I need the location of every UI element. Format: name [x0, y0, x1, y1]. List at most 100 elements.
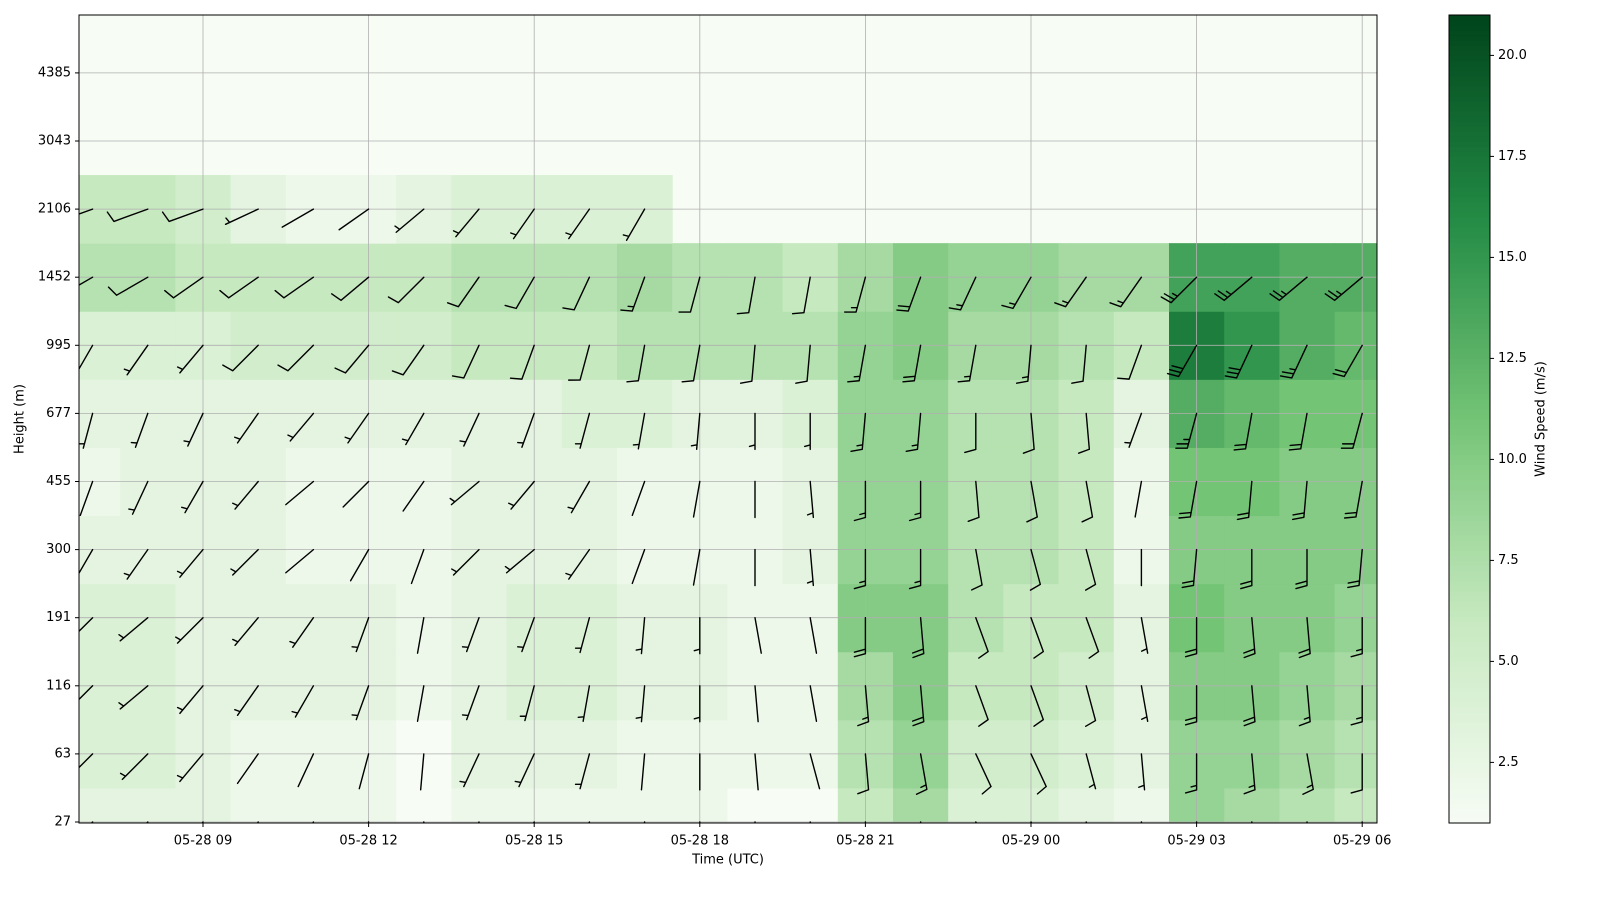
wind-barb [754, 685, 759, 723]
colorbar-tick-label: 17.5 [1498, 149, 1527, 164]
wind-barb [79, 276, 94, 286]
wind-barb [106, 208, 149, 223]
wind-barb [508, 480, 535, 510]
wind-barb [1347, 548, 1363, 589]
wind-barb [349, 548, 370, 582]
colorbar-swatch [1449, 196, 1490, 203]
heatmap-cell [782, 787, 839, 823]
wind-barb [754, 753, 759, 791]
colorbar-swatch [1449, 802, 1490, 809]
colorbar-swatch [1449, 171, 1490, 178]
wind-barb [1109, 276, 1143, 308]
colorbar-swatch [1449, 459, 1490, 466]
wind-barb [1288, 412, 1308, 451]
wind-barb [222, 344, 259, 372]
wind-barb [635, 685, 646, 723]
colorbar-swatch [1449, 85, 1490, 92]
colorbar-swatch [1449, 807, 1490, 814]
wind-barb [1140, 821, 1143, 823]
wind-barb [1124, 412, 1143, 448]
colorbar-swatch [1449, 232, 1490, 238]
colorbar-swatch [1449, 161, 1490, 168]
colorbar-swatch [1449, 50, 1490, 56]
wind-barb [504, 276, 535, 310]
colorbar-swatch [1449, 615, 1490, 622]
colorbar-swatch [1449, 419, 1490, 425]
colorbar-swatch [1449, 535, 1490, 541]
wind-barb [739, 344, 756, 384]
colorbar-swatch [1449, 353, 1490, 359]
wind-barb [416, 617, 425, 654]
wind-barb [119, 753, 149, 781]
wind-barb [574, 617, 591, 654]
heatmap-cell [893, 787, 949, 823]
wind-barb [850, 412, 867, 452]
colorbar-swatch [1449, 105, 1490, 112]
colorbar-swatch [1449, 141, 1490, 147]
colorbar-swatch [1449, 636, 1490, 642]
heatmap-cell [561, 787, 618, 823]
colorbar-swatch [1449, 348, 1490, 354]
wind-barb [804, 412, 811, 451]
wind-barb [459, 753, 480, 788]
wind-barb [274, 276, 315, 299]
colorbar-swatch [1449, 312, 1490, 319]
colorbar-swatch [1449, 247, 1490, 253]
colorbar-swatch [1449, 610, 1490, 617]
colorbar-swatch [1449, 110, 1490, 117]
wind-barb [588, 821, 591, 823]
colorbar-tick-label: 2.5 [1498, 755, 1519, 770]
colorbar-swatch [1449, 166, 1490, 173]
colorbar-swatch [1449, 641, 1490, 647]
colorbar-swatch [1449, 439, 1490, 445]
colorbar-swatch [1449, 262, 1490, 269]
wind-barb [281, 208, 315, 228]
wind-barb [975, 685, 989, 727]
wind-barb [128, 480, 149, 515]
wind-barb [911, 617, 925, 659]
wind-barb [1166, 344, 1198, 378]
wind-barb [176, 685, 204, 715]
wind-barb [1184, 753, 1198, 794]
colorbar-swatch [1449, 711, 1490, 718]
colorbar-swatch [1449, 590, 1490, 597]
wind-barb [1306, 821, 1308, 823]
wind-barb [291, 685, 315, 718]
colorbar-swatch [1449, 186, 1490, 193]
colorbar-swatch [1449, 191, 1490, 198]
wind-barb [1236, 480, 1253, 521]
wind-barb [957, 344, 977, 383]
colorbar-tick-label: 20.0 [1498, 48, 1527, 63]
colorbar-swatch [1449, 201, 1490, 208]
wind-barb [391, 344, 425, 376]
colorbar-swatch [1449, 812, 1490, 819]
wind-barb [911, 685, 925, 727]
x-tick-label: 05-28 09 [174, 834, 232, 849]
colorbar-tick-label: 12.5 [1498, 351, 1527, 366]
colorbar-swatch [1449, 474, 1490, 481]
wind-barb [1243, 685, 1256, 727]
colorbar-swatch [1449, 716, 1490, 723]
colorbar-swatch [1449, 30, 1490, 36]
wind-barb [948, 276, 977, 311]
wind-barb [1081, 480, 1094, 523]
wind-barb [1175, 412, 1198, 449]
wind-barb [394, 208, 425, 233]
wind-barb [402, 480, 425, 512]
wind-barb [176, 753, 204, 783]
wind-barb [896, 276, 922, 312]
heatmap-cell [727, 787, 784, 823]
x-tick-label: 05-29 06 [1333, 834, 1391, 849]
colorbar-swatch [1449, 136, 1490, 142]
colorbar-swatch [1449, 318, 1490, 324]
colorbar-swatch [1449, 454, 1490, 460]
wind-barb [1030, 617, 1045, 659]
colorbar-swatch [1449, 217, 1490, 223]
colorbar-swatch [1449, 267, 1490, 274]
colorbar-swatch [1449, 772, 1490, 779]
wind-barb [1054, 276, 1087, 308]
wind-barb [461, 685, 480, 721]
wind-barb [1324, 276, 1363, 302]
colorbar-swatch [1449, 605, 1490, 612]
colorbar-swatch [1449, 787, 1490, 794]
